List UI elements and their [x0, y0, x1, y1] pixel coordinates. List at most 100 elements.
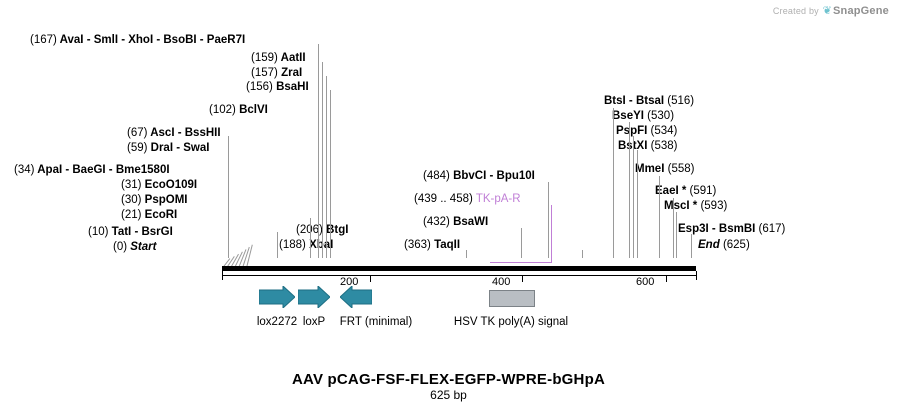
- feature-label-hsv-tk-polya: HSV TK poly(A) signal: [453, 316, 569, 328]
- ruler-label-200: 200: [340, 276, 359, 288]
- leader-line-msci: [676, 212, 677, 258]
- ruler-tick-400: [522, 275, 523, 282]
- enzyme-position: (157): [251, 67, 278, 79]
- enzyme-label-bstxi[interactable]: BstXI (538): [618, 140, 677, 153]
- map-subtitle: 625 bp: [430, 388, 467, 402]
- enzyme-position: (538): [650, 140, 678, 152]
- arrow-right-icon: [297, 284, 331, 310]
- ruler-tick-200: [370, 275, 371, 282]
- enzyme-label-xbai[interactable]: (188) XbaI: [279, 239, 333, 252]
- enzyme-name: MmeI: [635, 163, 665, 175]
- ruler-label-400: 400: [492, 276, 511, 288]
- ruler-label-600: 600: [636, 276, 655, 288]
- enzyme-label-ecoo109i[interactable]: (31) EcoO109I: [121, 179, 197, 192]
- arrow-right-icon: [258, 284, 296, 310]
- enzyme-label-bsawi[interactable]: (432) BsaWI: [423, 216, 488, 229]
- leader-line-taqii: [466, 250, 467, 258]
- feature-hsv-tk-polya[interactable]: [489, 290, 535, 307]
- enzyme-position: (21): [121, 209, 142, 221]
- enzyme-label-mmei[interactable]: MmeI (558): [635, 163, 694, 176]
- leader-line-bseyi: [629, 122, 630, 258]
- enzyme-name: ZraI: [281, 67, 303, 79]
- enzyme-label-bclvi[interactable]: (102) BclVI: [209, 104, 268, 117]
- enzyme-label-bbvci[interactable]: (484) BbvCI - Bpu10I: [423, 170, 535, 183]
- ruler-tick-start: [222, 271, 223, 280]
- primer-label-tk-pa-r[interactable]: (439 .. 458) TK-pA-R: [414, 193, 521, 206]
- enzyme-label-apai[interactable]: (34) ApaI - BaeGI - Bme1580I: [14, 164, 170, 177]
- leader-line-xbai: [277, 232, 278, 258]
- enzyme-name: AvaI - SmlI - XhoI - BsoBI - PaeR7I: [59, 34, 246, 46]
- leader-line-pspfi: [633, 136, 634, 258]
- enzyme-label-tati[interactable]: (10) TatI - BsrGI: [88, 226, 173, 239]
- feature-lox2272[interactable]: [258, 284, 296, 313]
- enzyme-position: (206): [296, 224, 323, 236]
- enzyme-label-msci[interactable]: MscI * (593): [664, 200, 727, 213]
- enzyme-label-ecori[interactable]: (21) EcoRI: [121, 209, 177, 222]
- leader-line-bsahi: [330, 90, 331, 258]
- ruler-tick-600: [666, 275, 667, 282]
- enzyme-label-avai[interactable]: (167) AvaI - SmlI - XhoI - BsoBI - PaeR7…: [30, 34, 245, 47]
- primer-span-bar: [490, 262, 552, 263]
- feature-label-lox2272: lox2272: [256, 316, 298, 328]
- enzyme-position: (0): [113, 241, 128, 253]
- leader-line-btsi: [613, 108, 614, 258]
- enzyme-position: (530): [647, 110, 675, 122]
- enzyme-position: (591): [689, 185, 717, 197]
- enzyme-label-bsahi[interactable]: (156) BsaHI: [246, 81, 309, 94]
- enzyme-position: (10): [88, 226, 109, 238]
- primer-name: TK-pA-R: [475, 193, 521, 205]
- enzyme-name: MscI *: [664, 200, 698, 212]
- leader-line-zrai: [326, 76, 327, 258]
- primer-leader-line: [551, 205, 552, 262]
- leaf-icon: ❦: [822, 5, 832, 17]
- credit-brand: SnapGene: [832, 5, 889, 17]
- enzyme-name: XbaI: [309, 239, 333, 251]
- sequence-backbone[interactable]: [222, 266, 696, 271]
- enzyme-name: BseYI: [612, 110, 644, 122]
- enzyme-label-btgi[interactable]: (206) BtgI: [296, 224, 348, 237]
- enzyme-name: End: [698, 239, 720, 251]
- map-title: AAV pCAG-FSF-FLEX-EGFP-WPRE-bGHpA: [292, 371, 605, 388]
- enzyme-label-pspfi[interactable]: PspFI (534): [616, 125, 677, 138]
- enzyme-position: (516): [667, 95, 695, 107]
- feature-loxp[interactable]: [297, 284, 331, 313]
- enzyme-name: EcoO109I: [144, 179, 198, 191]
- enzyme-position: (167): [30, 34, 57, 46]
- enzyme-name: TaqII: [434, 239, 461, 251]
- enzyme-name: BsaWI: [453, 216, 489, 228]
- leader-line-aatii: [322, 62, 323, 258]
- enzyme-label-taqii[interactable]: (363) TaqII: [404, 239, 460, 252]
- enzyme-position: (31): [121, 179, 142, 191]
- enzyme-position: (67): [127, 127, 148, 139]
- enzyme-name: Start: [130, 241, 157, 253]
- enzyme-label-pspomi[interactable]: (30) PspOMI: [121, 194, 187, 207]
- enzyme-label-zrai[interactable]: (157) ZraI: [251, 67, 302, 80]
- enzyme-name: BstXI: [618, 140, 647, 152]
- snapgene-credit: Created by ❦SnapGene: [773, 4, 889, 17]
- enzyme-position: (156): [246, 81, 273, 93]
- enzyme-label-btsi[interactable]: BtsI - BtsaI (516): [604, 95, 694, 108]
- enzyme-label-aatii[interactable]: (159) AatII: [251, 52, 306, 65]
- feature-frt-minimal[interactable]: [339, 284, 373, 313]
- enzyme-label-drai[interactable]: (59) DraI - SwaI: [127, 142, 209, 155]
- arrow-left-icon: [339, 284, 373, 310]
- enzyme-label-eaei[interactable]: EaeI * (591): [655, 185, 716, 198]
- feature-label-loxp: loxP: [302, 316, 326, 328]
- leader-line-bsawi: [521, 228, 522, 258]
- credit-prefix: Created by: [772, 6, 819, 16]
- enzyme-label-bseyi[interactable]: BseYI (530): [612, 110, 674, 123]
- leader-line-bbvci: [548, 182, 549, 258]
- leader-line-btgi: [310, 218, 311, 258]
- enzyme-label-esp3i[interactable]: Esp3I - BsmBI (617): [678, 223, 785, 236]
- primer-position: (439 .. 458): [414, 193, 473, 205]
- leader-line-bclvi: [228, 136, 229, 258]
- enzyme-label-end[interactable]: End (625): [698, 239, 750, 252]
- enzyme-label-start[interactable]: (0) Start: [113, 241, 156, 254]
- enzyme-name: AatII: [280, 52, 306, 64]
- enzyme-position: (558): [667, 163, 695, 175]
- enzyme-label-asci[interactable]: (67) AscI - BssHII: [127, 127, 221, 140]
- enzyme-name: AscI - BssHII: [150, 127, 221, 139]
- enzyme-name: BclVI: [239, 104, 268, 116]
- enzyme-name: BsaHI: [276, 81, 309, 93]
